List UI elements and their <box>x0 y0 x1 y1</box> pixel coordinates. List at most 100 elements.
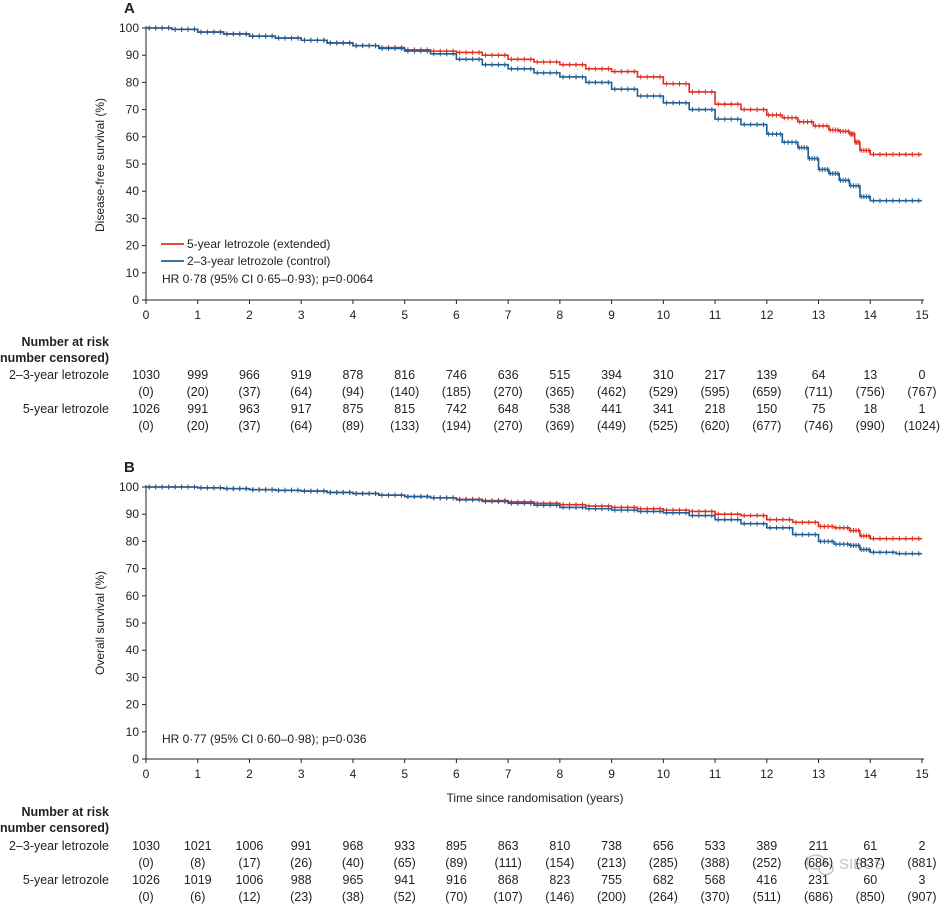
panel-b-y-tick-label: 50 <box>126 616 140 630</box>
panel-a-x-tick-label: 4 <box>350 308 357 322</box>
panel-b-risk-at-risk-value: 1006 <box>236 873 264 887</box>
panel-a-risk-censored-value: (756) <box>856 385 885 399</box>
panel-a-risk-censored-value: (767) <box>907 385 936 399</box>
panel-a-y-tick-label: 30 <box>126 211 140 225</box>
panel-b-risk-at-risk-value: 416 <box>756 873 777 887</box>
watermark-text: SIBCS <box>839 856 884 873</box>
panel-a-y-tick-label: 20 <box>126 239 140 253</box>
panel-b-y-tick-label: 100 <box>119 480 139 494</box>
panel-b-risk-censored-value: (850) <box>856 890 885 904</box>
panel-b-x-tick-label: 15 <box>915 767 929 781</box>
panel-b-x-tick-label: 1 <box>194 767 201 781</box>
panel-a-risk-censored-value: (365) <box>545 385 574 399</box>
panel-a-x-tick-label: 12 <box>760 308 774 322</box>
panel-b-risk-at-risk-value: 682 <box>653 873 674 887</box>
panel-b-risk-censored-value: (8) <box>190 856 205 870</box>
panel-b-risk-censored-value: (154) <box>545 856 574 870</box>
panel-a-x-tick-label: 15 <box>915 308 929 322</box>
panel-b-risk-censored-value: (370) <box>700 890 729 904</box>
panel-b-y-tick-label: 90 <box>126 507 140 521</box>
panel-a-risk-at-risk-value: 875 <box>343 402 364 416</box>
panel-b-risk-at-risk-value: 1019 <box>184 873 212 887</box>
panel-a-x-tick-label: 11 <box>709 308 722 322</box>
panel-b-risk-at-risk-value: 755 <box>601 873 622 887</box>
panel-a-risk-censored-value: (711) <box>804 385 832 399</box>
panel-b-risk-censored-value: (52) <box>394 890 416 904</box>
panel-b-risk-censored-value: (881) <box>907 856 936 870</box>
wechat-icon <box>806 854 834 876</box>
panel-a-risk-at-risk-value: 394 <box>601 368 622 382</box>
panel-b-risk-at-risk-value: 895 <box>446 839 467 853</box>
panel-b-y-tick-label: 60 <box>126 589 140 603</box>
panel-b-risk-at-risk-value: 968 <box>343 839 364 853</box>
panel-a-risk-at-risk-value: 13 <box>863 368 877 382</box>
panel-b-risk-censored-value: (26) <box>290 856 312 870</box>
panel-b-risk-censored-value: (38) <box>342 890 364 904</box>
panel-a-risk-censored-value: (0) <box>138 385 153 399</box>
panel-b-risk-censored-value: (837) <box>856 856 885 870</box>
panel-b-risk-censored-value: (511) <box>753 890 781 904</box>
panel-a-label: A <box>124 0 135 17</box>
panel-b-risk-at-risk-value: 991 <box>291 839 312 853</box>
panel-b-risk-at-risk-value: 965 <box>343 873 364 887</box>
panel-b-y-tick-label: 20 <box>126 698 140 712</box>
panel-b-risk-at-risk-value: 211 <box>809 839 829 853</box>
panel-a-risk-at-risk-value: 139 <box>756 368 777 382</box>
panel-a-risk-at-risk-value: 0 <box>919 368 926 382</box>
panel-a-x-tick-label: 13 <box>812 308 826 322</box>
panel-a-risk-censored-value: (133) <box>390 419 419 433</box>
panel-a-risk-censored-value: (20) <box>187 385 209 399</box>
panel-b-risk-censored-value: (213) <box>597 856 626 870</box>
panel-a-risk-censored-value: (270) <box>494 385 523 399</box>
panel-a-x-tick-label: 8 <box>557 308 564 322</box>
panel-b-risk-censored-value: (111) <box>494 856 521 870</box>
panel-a-x-tick-label: 0 <box>143 308 150 322</box>
panel-b-x-tick-label: 11 <box>709 767 722 781</box>
panel-a-risk-at-risk-value: 515 <box>549 368 570 382</box>
panel-a-risk-row-extended-label: 5-year letrozole <box>23 402 109 416</box>
panel-a-y-tick-label: 90 <box>126 48 140 62</box>
panel-b-x-tick-label: 3 <box>298 767 305 781</box>
panel-b-y-tick-label: 70 <box>126 562 140 576</box>
panel-a-y-tick-label: 10 <box>126 266 140 280</box>
panel-a-risk-censored-value: (20) <box>187 419 209 433</box>
panel-a-risk-censored-value: (64) <box>290 385 312 399</box>
panel-b-risk-censored-value: (0) <box>138 856 153 870</box>
panel-b-risk-at-risk-value: 533 <box>705 839 726 853</box>
panel-a-risk-censored-value: (990) <box>856 419 885 433</box>
panel-b-risk-at-risk-value: 988 <box>291 873 312 887</box>
panel-a-risk-header-2: (number censored) <box>0 351 109 365</box>
panel-a-censor-marks-control <box>148 25 920 204</box>
panel-b-curve-control <box>146 486 922 555</box>
panel-b-y-tick-label: 30 <box>126 670 140 684</box>
panel-b-xlabel: Time since randomisation (years) <box>447 791 624 805</box>
panel-a-risk-at-risk-value: 1 <box>919 402 926 416</box>
panel-b-x-tick-label: 2 <box>246 767 253 781</box>
panel-a-y-tick-label: 60 <box>126 130 140 144</box>
panel-a-x-tick-label: 5 <box>401 308 408 322</box>
panel-b-risk-header-2: (number censored) <box>0 821 109 835</box>
legend-control-label: 2–3-year letrozole (control) <box>187 254 330 268</box>
panel-b-risk-at-risk-value: 61 <box>863 839 877 853</box>
panel-a-risk-censored-value: (140) <box>390 385 419 399</box>
panel-b-risk-at-risk-value: 863 <box>498 839 519 853</box>
panel-a-risk-at-risk-value: 217 <box>705 368 726 382</box>
panel-a-risk-at-risk-value: 963 <box>239 402 260 416</box>
panel-b-risk-at-risk-value: 738 <box>601 839 622 853</box>
panel-a-risk-at-risk-value: 18 <box>863 402 877 416</box>
panel-a-x-tick-label: 7 <box>505 308 512 322</box>
panel-b-risk-at-risk-value: 916 <box>446 873 467 887</box>
panel-a-x-tick-label: 1 <box>194 308 201 322</box>
panel-a-risk-at-risk-value: 991 <box>187 402 208 416</box>
panel-a-risk-censored-value: (369) <box>545 419 574 433</box>
panel-a-risk-at-risk-value: 999 <box>187 368 208 382</box>
panel-a-y-tick-label: 50 <box>126 157 140 171</box>
panel-b-risk-at-risk-value: 1026 <box>132 873 160 887</box>
panel-b-x-tick-label: 14 <box>864 767 878 781</box>
panel-a-risk-at-risk-value: 878 <box>343 368 364 382</box>
panel-b-risk-censored-value: (252) <box>752 856 781 870</box>
panel-a-risk-at-risk-value: 919 <box>291 368 312 382</box>
panel-a-risk-row-control-label: 2–3-year letrozole <box>9 368 109 382</box>
panel-b-risk-at-risk-value: 941 <box>394 873 415 887</box>
